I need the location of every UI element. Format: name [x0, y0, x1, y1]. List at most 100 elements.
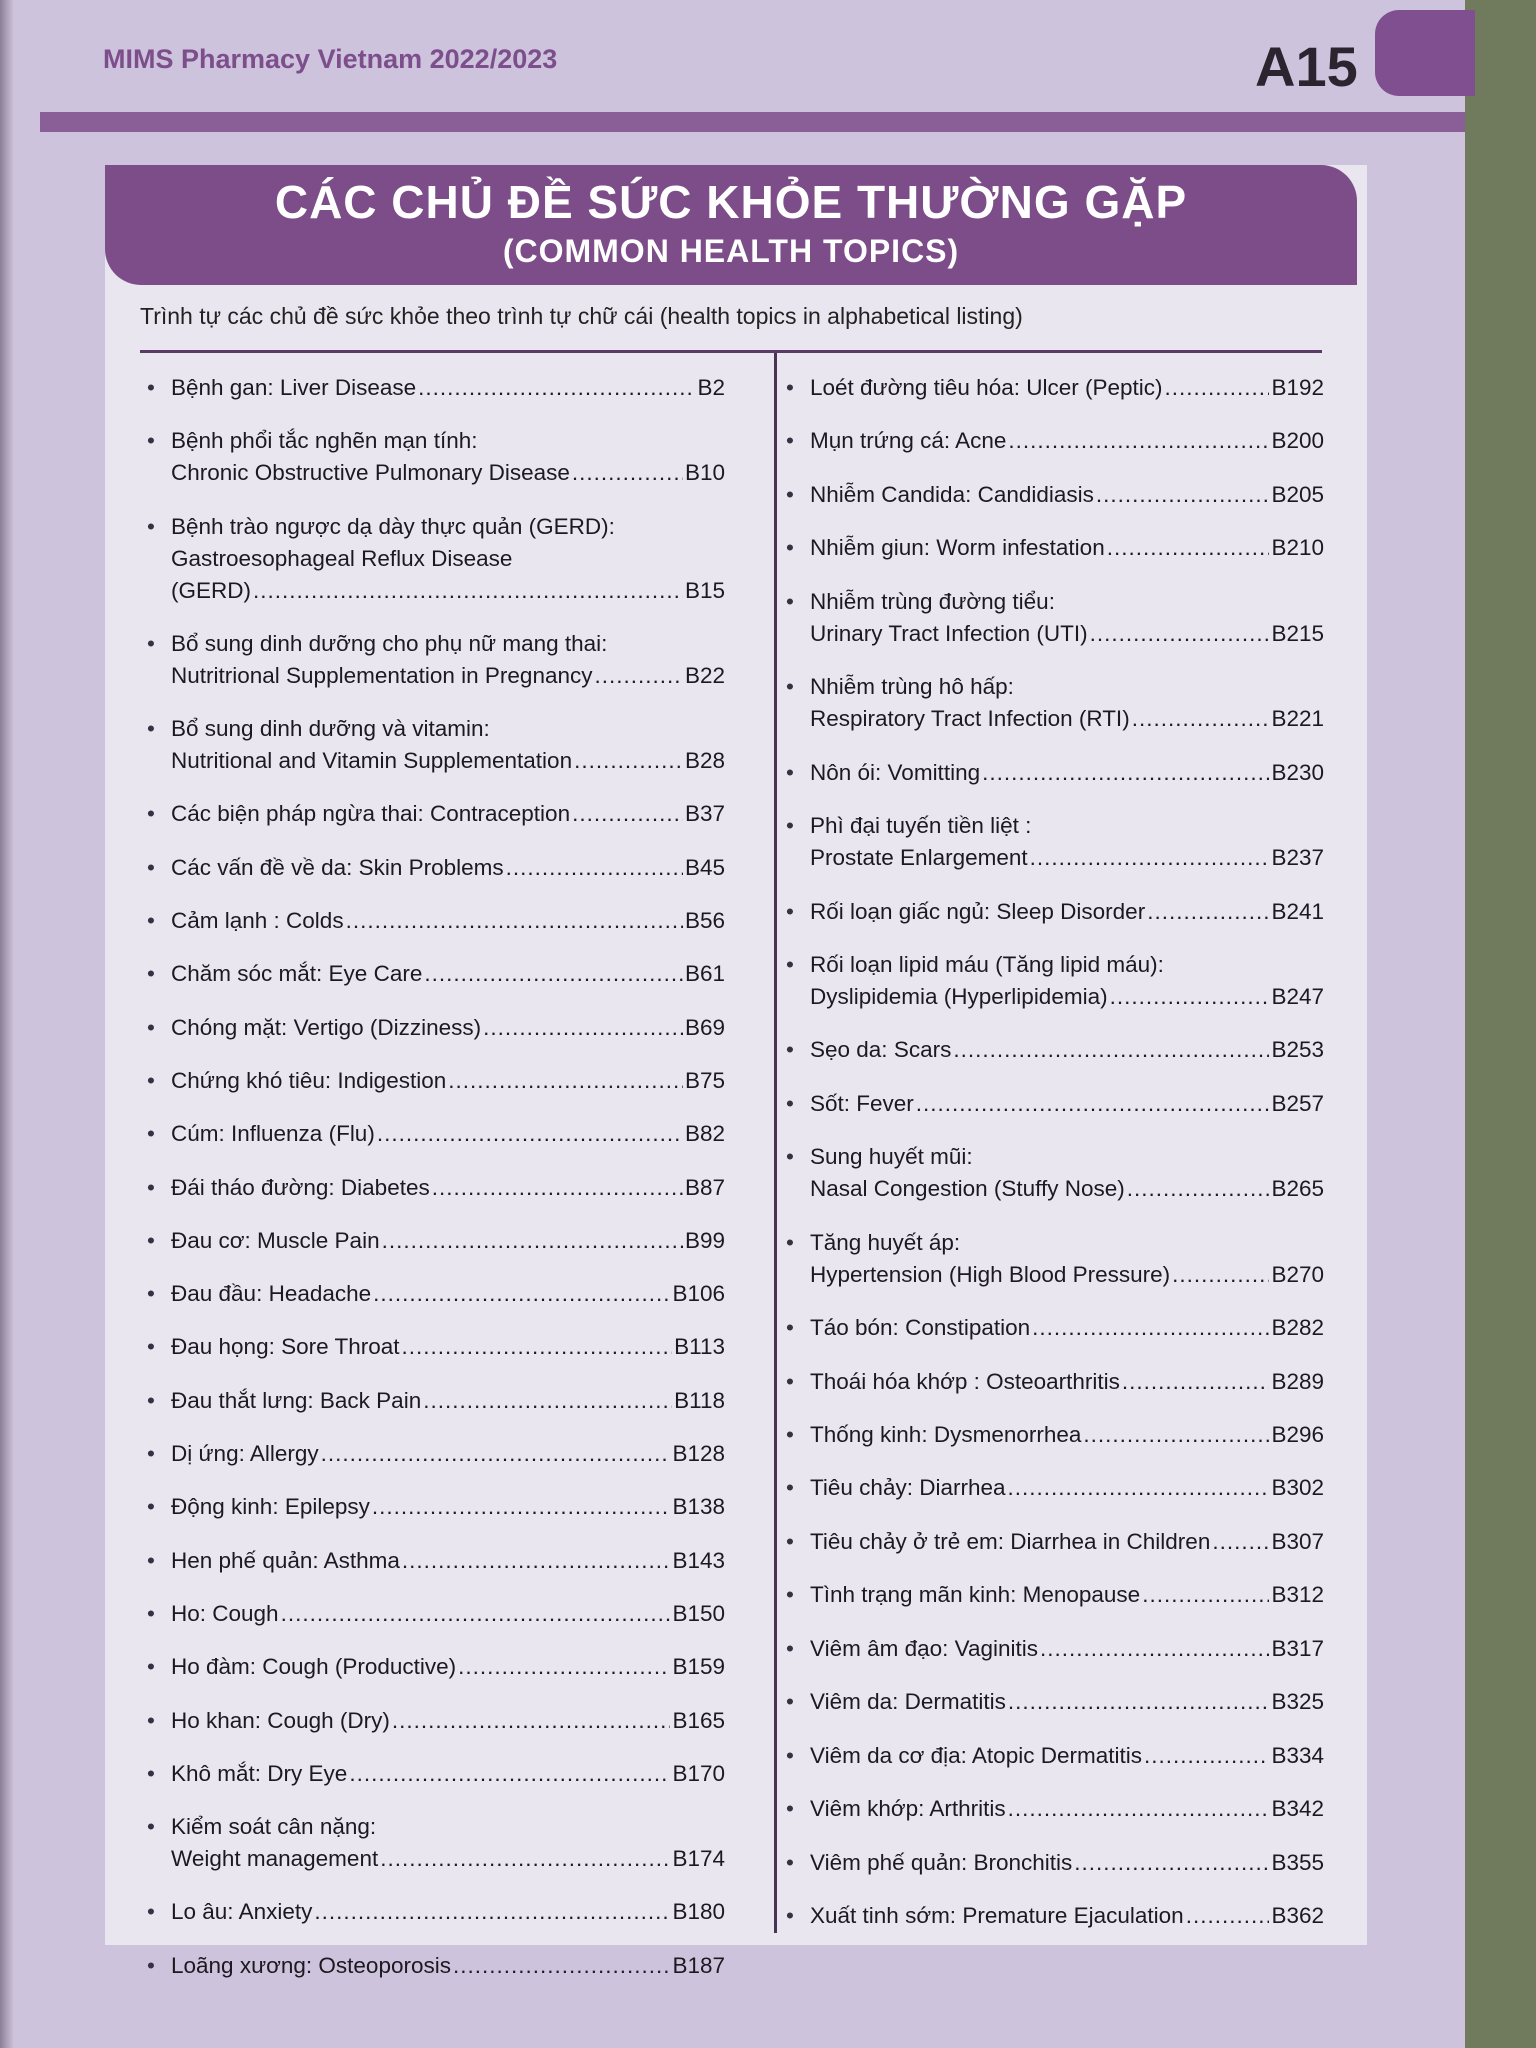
topic-entry: Tiêu chảy: Diarrhea B302 — [784, 1472, 1324, 1504]
page-ref: B257 — [1271, 1090, 1324, 1116]
subtitle: Trình tự các chủ đề sức khỏe theo trình … — [140, 303, 1023, 329]
leader-dots — [349, 1758, 670, 1790]
topic-row: Hen phế quản: Asthma B143 — [171, 1545, 725, 1577]
topic-line: Đau thắt lưng: Back Pain — [171, 1387, 422, 1413]
leader-dots — [402, 1545, 671, 1577]
topic-row: Lo âu: Anxiety B180 — [171, 1896, 725, 1928]
page-ref: B317 — [1271, 1635, 1324, 1661]
topic-line: Các biện pháp ngừa thai: Contraception — [171, 801, 571, 827]
topic-line: Nôn ói: Vomitting — [810, 759, 981, 785]
page-ref: B265 — [1271, 1176, 1324, 1202]
topic-line: Đái tháo đường: Diabetes — [171, 1174, 430, 1200]
topic-entry: Đái tháo đường: Diabetes B87 — [145, 1172, 725, 1204]
topic-line: Nhiễm giun: Worm infestation — [810, 535, 1105, 561]
title-english: (COMMON HEALTH TOPICS) — [502, 233, 960, 269]
leader-dots — [1008, 1793, 1270, 1825]
page-ref: B325 — [1271, 1689, 1324, 1715]
leader-dots — [1110, 981, 1270, 1013]
topic-row: (GERD) B15 — [171, 575, 725, 607]
page-ref: B362 — [1271, 1902, 1324, 1928]
leader-dots — [574, 745, 683, 777]
topic-entry: Bổ sung dinh dưỡng cho phụ nữ mang thai:… — [145, 628, 725, 692]
topic-entry: Khô mắt: Dry Eye B170 — [145, 1758, 725, 1790]
topic-line: Nutritional and Vitamin Supplementation — [171, 748, 573, 774]
topic-entry: Viêm da cơ địa: Atopic Dermatitis B334 — [784, 1740, 1324, 1772]
leader-dots — [1186, 1900, 1270, 1932]
leader-dots — [982, 757, 1269, 789]
topic-row: Sốt: Fever B257 — [810, 1088, 1324, 1120]
topic-entry: Cúm: Influenza (Flu) B82 — [145, 1118, 725, 1150]
topic-line: Chứng khó tiêu: Indigestion — [171, 1067, 447, 1093]
topic-line: Nhiễm trùng hô hấp: — [810, 674, 1014, 700]
topic-line: Loét đường tiêu hóa: Ulcer (Peptic) — [810, 375, 1163, 400]
topic-entry: Thoái hóa khớp : Osteoarthritis B289 — [784, 1366, 1324, 1398]
topic-line: Nhiễm trùng đường tiểu: — [810, 588, 1055, 614]
topic-entry: Tăng huyết áp: Hypertension (High Blood P… — [784, 1227, 1324, 1291]
page-ref: B200 — [1271, 428, 1324, 454]
topic-entry: Đau cơ: Muscle Pain B99 — [145, 1225, 725, 1257]
topic-entry: Viêm khớp: Arthritis B342 — [784, 1793, 1324, 1825]
topic-entry: Ho đàm: Cough (Productive) B159 — [145, 1651, 725, 1683]
topic-entry: Ho khan: Cough (Dry) B165 — [145, 1705, 725, 1737]
topic-row: Chăm sóc mắt: Eye Care B61 — [171, 958, 725, 990]
topic-line: Đau cơ: Muscle Pain — [171, 1227, 380, 1253]
topic-line: Mụn trứng cá: Acne — [810, 428, 1007, 454]
page-ref: B87 — [684, 1174, 725, 1200]
topic-row: Đái tháo đường: Diabetes B87 — [171, 1172, 725, 1204]
leader-dots — [916, 1088, 1270, 1120]
page-ref: B56 — [684, 908, 725, 934]
page-ref: B69 — [684, 1014, 725, 1040]
topic-line: Hypertension (High Blood Pressure) — [810, 1261, 1171, 1287]
leader-dots — [1127, 1173, 1270, 1205]
topic-line: Rối loạn lipid máu (Tăng lipid máu): — [810, 951, 1164, 977]
topic-line: Bệnh trào ngược dạ dày thực quản (GERD): — [171, 513, 615, 539]
topic-line: Urinary Tract Infection (UTI) — [810, 620, 1088, 646]
page-ref: B15 — [684, 577, 725, 603]
topic-line: Khô mắt: Dry Eye — [171, 1760, 348, 1786]
topic-row: Loét đường tiêu hóa: Ulcer (Peptic) B192 — [810, 372, 1324, 404]
page-ref: B61 — [684, 961, 725, 987]
topic-row: Ho khan: Cough (Dry) B165 — [171, 1705, 725, 1737]
leader-dots — [321, 1438, 671, 1470]
topic-entry: Ho: Cough B150 — [145, 1598, 725, 1630]
topic-row: Thống kinh: Dysmenorrhea B296 — [810, 1419, 1324, 1451]
leader-dots — [1040, 1633, 1269, 1665]
topic-line: (GERD) — [171, 577, 251, 603]
leader-dots — [448, 1065, 683, 1097]
header-band — [40, 112, 1465, 132]
leader-dots — [1008, 1472, 1270, 1504]
topic-entry: Chóng mặt: Vertigo (Dizziness) B69 — [145, 1012, 725, 1044]
topic-line: Dyslipidemia (Hyperlipidemia) — [810, 983, 1108, 1009]
page-ref: B113 — [674, 1334, 725, 1360]
publication: MIMS Pharmacy Vietnam 2022/2023 — [103, 44, 558, 74]
topic-row: Chứng khó tiêu: Indigestion B75 — [171, 1065, 725, 1097]
page-ref: B45 — [684, 854, 725, 880]
topic-line: Gastroesophageal Reflux Disease — [171, 545, 513, 571]
column: Bệnh gan: Liver Disease B2 Bệnh phổi tắc n… — [145, 372, 725, 1982]
topic-row: Prostate Enlargement B237 — [810, 842, 1324, 874]
topic-line: Hen phế quản: Asthma — [171, 1547, 400, 1573]
topic-entry: Thống kinh: Dysmenorrhea B296 — [784, 1419, 1324, 1451]
page-ref: B237 — [1271, 845, 1324, 871]
leader-dots — [595, 660, 683, 692]
topic-entry: Động kinh: Epilepsy B138 — [145, 1491, 725, 1523]
page-ref: B2 — [697, 375, 725, 400]
page-ref: B165 — [672, 1707, 725, 1733]
topic-row: Bệnh gan: Liver Disease B2 — [171, 372, 725, 404]
topic-line: Respiratory Tract Infection (RTI) — [810, 706, 1130, 732]
topic-entry: Viêm da: Dermatitis B325 — [784, 1686, 1324, 1718]
page-ref: B22 — [684, 662, 725, 688]
leader-dots — [1107, 532, 1270, 564]
topic-entry: Lo âu: Anxiety B180 — [145, 1896, 725, 1928]
page-ref: B289 — [1271, 1368, 1324, 1394]
topic-row: Đau họng: Sore Throat B113 — [171, 1331, 725, 1363]
topic-entry: Sung huyết mũi: Nasal Congestion (Stuffy … — [784, 1141, 1324, 1205]
topic-line: Tình trạng mãn kinh: Menopause — [810, 1582, 1141, 1608]
topic-row: Weight management B174 — [171, 1843, 725, 1875]
page-ref: B247 — [1271, 983, 1324, 1009]
topic-row: Nhiễm Candida: Candidiasis B205 — [810, 479, 1324, 511]
topic-line: Ho: Cough — [171, 1600, 279, 1626]
leader-dots — [432, 1172, 683, 1204]
topic-entry: Nôn ói: Vomitting B230 — [784, 757, 1324, 789]
leader-dots — [401, 1331, 672, 1363]
